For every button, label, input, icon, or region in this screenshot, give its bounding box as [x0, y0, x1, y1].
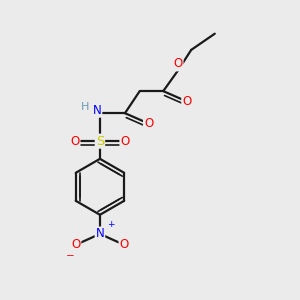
Text: +: +	[107, 220, 115, 229]
Text: H: H	[80, 102, 89, 112]
Text: O: O	[119, 238, 129, 251]
Text: O: O	[144, 117, 153, 130]
Text: N: N	[93, 104, 101, 117]
Text: O: O	[182, 95, 191, 108]
Text: O: O	[120, 135, 130, 148]
Text: O: O	[70, 135, 80, 148]
Text: S: S	[96, 135, 104, 148]
Text: −: −	[66, 251, 75, 261]
Text: N: N	[96, 227, 104, 240]
Text: O: O	[71, 238, 80, 251]
Text: O: O	[173, 58, 183, 70]
